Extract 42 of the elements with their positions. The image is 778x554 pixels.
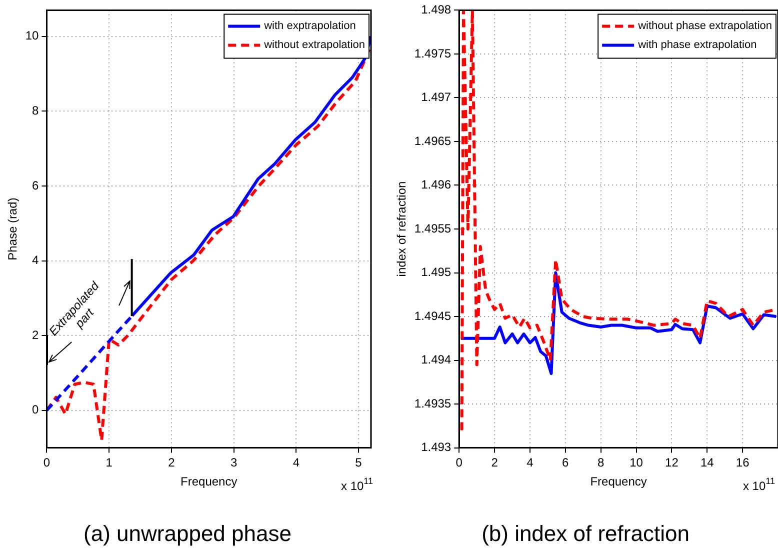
y-tick-label: 1.4945 (414, 308, 452, 323)
y-tick-label: 1.498 (421, 2, 452, 17)
x-tick-label: 0 (456, 455, 463, 470)
legend-label: with exptrapolation (263, 20, 356, 32)
y-axis-title: Phase (rad) (6, 198, 20, 260)
y-tick-label: 1.4975 (414, 46, 452, 60)
text: (a) unwrapped phase (84, 520, 292, 546)
legend-label: without phase extrapolation (637, 20, 772, 32)
x-tick-label: 14 (700, 455, 714, 470)
x-tick-label: 16 (736, 455, 750, 470)
legend-label: with phase extrapolation (637, 39, 757, 52)
y-tick-label: 10 (25, 28, 40, 43)
y-tick-label: 4 (32, 253, 40, 268)
y-tick-label: 2 (32, 328, 40, 342)
y-tick-label: 1.497 (421, 90, 452, 104)
x-tick-label: 12 (665, 455, 679, 470)
x-tick-label: 2 (168, 455, 176, 470)
y-tick-label: 1.494 (421, 352, 452, 367)
x-tick-label: 4 (526, 455, 534, 470)
x-tick-label: 3 (230, 455, 238, 470)
y-axis-title: index of refraction (394, 181, 409, 277)
y-tick-label: 6 (32, 178, 40, 192)
x-axis-title: Frequency (180, 474, 238, 489)
y-tick-label: 1.493 (421, 440, 452, 454)
x-tick-label: 0 (43, 455, 50, 470)
y-tick-label: 8 (32, 103, 40, 118)
y-tick-label: 1.4965 (414, 134, 452, 148)
x-tick-label: 2 (491, 455, 498, 470)
x-tick-label: 4 (292, 455, 300, 470)
y-tick-label: 1.4955 (414, 221, 452, 236)
legend-label: without extrapolation (263, 39, 366, 52)
text: (b) index of refraction (482, 520, 690, 546)
x-axis-title: Frequency (590, 474, 647, 489)
x-tick-label: 8 (597, 455, 604, 470)
x-tick-label: 6 (562, 455, 570, 470)
y-tick-label: 1.4935 (414, 396, 452, 410)
x-tick-label: 5 (355, 455, 362, 470)
y-tick-label: 1.495 (421, 265, 452, 280)
y-tick-label: 0 (32, 402, 40, 417)
y-tick-label: 1.496 (421, 178, 452, 192)
x-tick-label: 10 (630, 455, 644, 470)
x-tick-label: 1 (106, 455, 113, 470)
